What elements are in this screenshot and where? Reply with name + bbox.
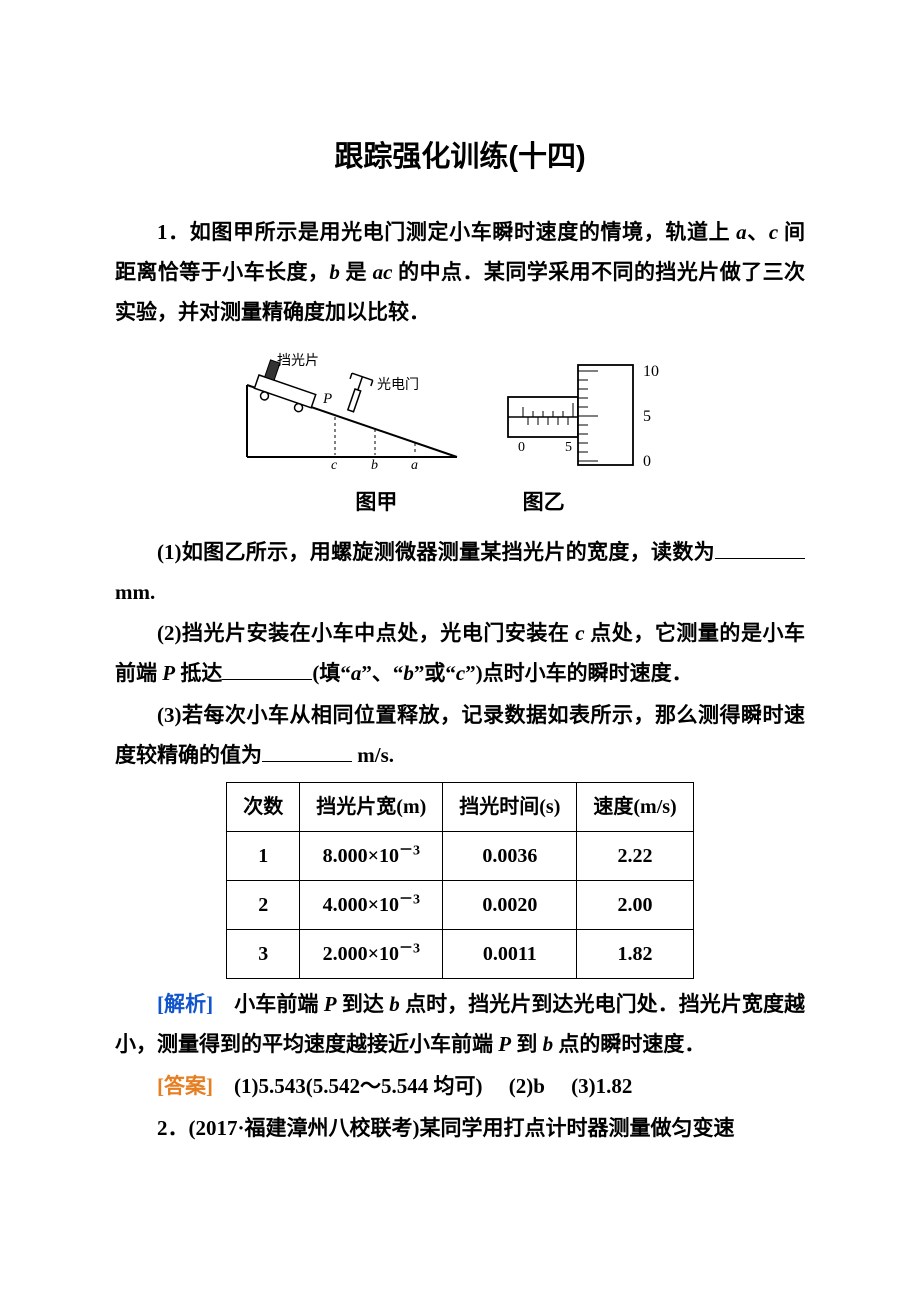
th-col2: 挡光片宽(m) — [300, 783, 443, 832]
data-table-wrap: 次数 挡光片宽(m) 挡光时间(s) 速度(m/s) 1 8.000×10－3 … — [115, 782, 805, 979]
q1-analysis: [解析] 小车前端 P 到达 b 点时，挡光片到达光电门处．挡光片宽度越小，测量… — [115, 985, 805, 1065]
svg-text:a: a — [411, 458, 418, 473]
answer-label: [答案] — [157, 1074, 213, 1098]
page: 跟踪强化训练(十四) 1．如图甲所示是用光电门测定小车瞬时速度的情境，轨道上 a… — [0, 0, 920, 1302]
svg-text:5: 5 — [643, 408, 651, 425]
table-row: 3 2.000×10－3 0.0011 1.82 — [227, 930, 693, 979]
q1-part3: (3)若每次小车从相同位置释放，记录数据如表所示，那么测得瞬时速度较精确的值为 … — [115, 696, 805, 776]
table-header-row: 次数 挡光片宽(m) 挡光时间(s) 速度(m/s) — [227, 783, 693, 832]
table-row: 2 4.000×10－3 0.0020 2.00 — [227, 881, 693, 930]
page-title: 跟踪强化训练(十四) — [115, 130, 805, 185]
q1-intro: 1．如图甲所示是用光电门测定小车瞬时速度的情境，轨道上 a、c 间距离恰等于小车… — [115, 213, 805, 333]
q1-part1: (1)如图乙所示，用螺旋测微器测量某挡光片的宽度，读数为 mm. — [115, 533, 805, 613]
svg-text:5: 5 — [565, 440, 572, 455]
svg-text:b: b — [371, 458, 378, 473]
svg-text:0: 0 — [643, 453, 651, 470]
table-row: 1 8.000×10－3 0.0036 2.22 — [227, 832, 693, 881]
q1-answer: [答案] (1)5.543(5.542～5.544 均可) (2)b (3)1.… — [115, 1067, 805, 1107]
th-col1: 次数 — [227, 783, 300, 832]
data-table: 次数 挡光片宽(m) 挡光时间(s) 速度(m/s) 1 8.000×10－3 … — [226, 782, 693, 979]
label-dang: 挡光片 — [277, 353, 319, 369]
blank-3 — [262, 742, 352, 762]
label-P: P — [322, 391, 332, 407]
figure-row: 挡光片 P 光电门 c b a — [115, 347, 805, 477]
svg-text:0: 0 — [518, 440, 525, 455]
analysis-label: [解析] — [157, 992, 213, 1016]
label-guang: 光电门 — [377, 377, 419, 393]
blank-2 — [222, 660, 312, 680]
th-col3: 挡光时间(s) — [443, 783, 577, 832]
svg-text:10: 10 — [643, 363, 659, 380]
q1-part2: (2)挡光片安装在小车中点处，光电门安装在 c 点处，它测量的是小车前端 P 抵… — [115, 614, 805, 694]
figure-jia-svg: 挡光片 P 光电门 c b a — [237, 347, 467, 477]
blank-1 — [715, 539, 805, 559]
caption-jia: 图甲 — [355, 483, 397, 523]
th-col4: 速度(m/s) — [577, 783, 693, 832]
q2-intro: 2．(2017·福建漳州八校联考)某同学用打点计时器测量做匀变速 — [115, 1109, 805, 1149]
figure-yi-svg: 0 5 10 5 0 — [503, 347, 683, 477]
caption-yi: 图乙 — [523, 483, 565, 523]
figure-captions: 图甲 图乙 — [115, 483, 805, 523]
svg-text:c: c — [331, 458, 338, 473]
